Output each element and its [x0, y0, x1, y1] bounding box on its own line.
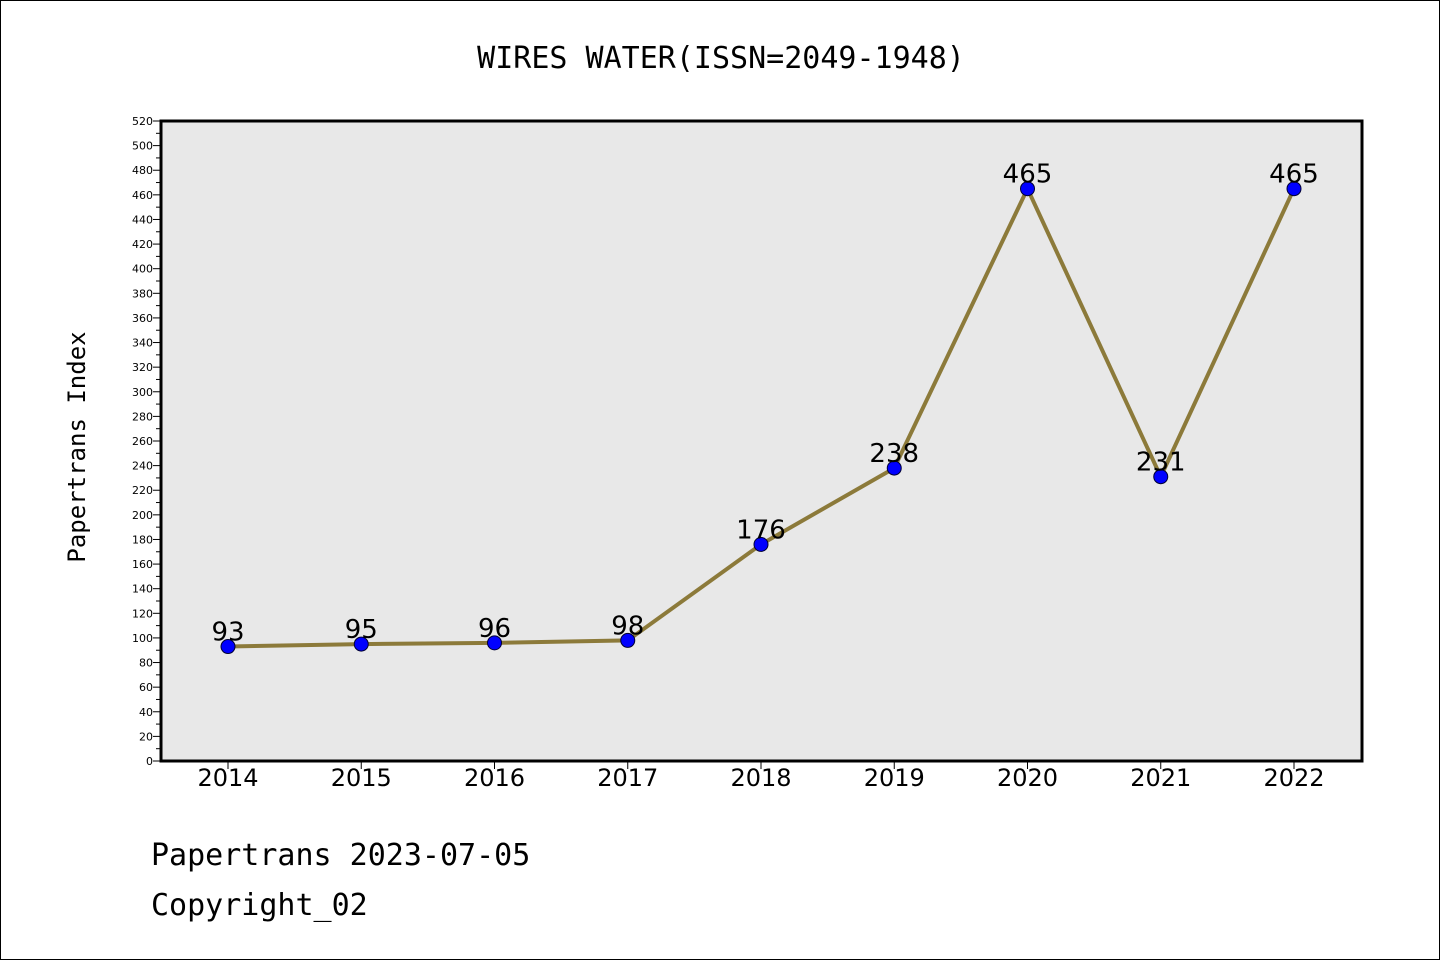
y-tick-label: 100 — [132, 632, 153, 645]
data-point — [753, 536, 769, 552]
data-point — [620, 632, 636, 648]
data-label: 93 — [211, 618, 244, 648]
y-tick-label: 240 — [132, 460, 153, 473]
y-tick-label: 40 — [139, 706, 153, 719]
x-tick-label: 2015 — [331, 764, 392, 792]
data-point — [1153, 469, 1169, 485]
data-label: 96 — [478, 614, 511, 644]
data-point — [886, 460, 902, 476]
y-tick-label: 200 — [132, 509, 153, 522]
y-tick-label: 360 — [132, 312, 153, 325]
x-tick-label: 2020 — [997, 764, 1058, 792]
y-axis: 0 20 40 60 80 100 120 140 160 180 200 220 240 260 280 3… — [132, 115, 161, 768]
footer-copyright: Copyright_02 — [151, 888, 368, 923]
y-tick-label: 300 — [132, 386, 153, 399]
plot-area — [159, 119, 1364, 763]
data-point — [353, 636, 369, 652]
data-markers — [220, 181, 1302, 655]
y-tick-label: 220 — [132, 484, 153, 497]
data-label: 231 — [1136, 448, 1186, 478]
y-tick-label: 320 — [132, 361, 153, 374]
data-label: 98 — [611, 611, 644, 641]
y-tick-label: 80 — [139, 657, 153, 670]
y-tick-label: 0 — [146, 755, 153, 768]
y-tick-label: 440 — [132, 213, 153, 226]
x-tick-label: 2019 — [864, 764, 925, 792]
y-tick-label: 420 — [132, 238, 153, 251]
y-tick-label: 520 — [132, 115, 153, 128]
data-label: 176 — [736, 515, 786, 545]
y-tick-label: 20 — [139, 730, 153, 743]
y-tick-label: 480 — [132, 164, 153, 177]
y-tick-label: 160 — [132, 558, 153, 571]
x-tick-label: 2022 — [1263, 764, 1324, 792]
x-tick-label: 2017 — [597, 764, 658, 792]
chart-title: WIRES WATER(ISSN=2049-1948) — [477, 41, 965, 76]
y-tick-label: 140 — [132, 583, 153, 596]
x-tick-label: 2021 — [1130, 764, 1191, 792]
footer-date: Papertrans 2023-07-05 — [151, 838, 530, 873]
y-tick-label: 340 — [132, 337, 153, 350]
y-tick-label: 60 — [139, 681, 153, 694]
y-tick-label: 260 — [132, 435, 153, 448]
data-point — [487, 635, 502, 651]
x-axis: 2014 2015 2016 2017 2018 2019 2020 2021 2022 — [197, 761, 1325, 792]
y-tick-label: 380 — [132, 287, 153, 300]
data-point — [1020, 181, 1035, 197]
y-tick-label: 400 — [132, 263, 153, 276]
y-tick-label: 180 — [132, 533, 153, 546]
y-tick-label: 460 — [132, 189, 153, 202]
data-point — [1286, 181, 1302, 197]
data-label: 95 — [345, 615, 378, 645]
data-label: 465 — [1003, 160, 1053, 190]
data-label: 238 — [869, 439, 919, 469]
x-tick-label: 2014 — [197, 764, 258, 792]
data-labels: 93 95 96 98 176 238 465 231 465 — [211, 160, 1318, 648]
x-tick-label: 2018 — [730, 764, 791, 792]
y-tick-label: 500 — [132, 140, 153, 153]
y-tick-label: 280 — [132, 410, 153, 423]
y-axis-label: Papertrans Index — [63, 331, 91, 562]
data-point — [220, 639, 236, 655]
x-tick-label: 2016 — [464, 764, 525, 792]
y-tick-label: 120 — [132, 607, 153, 620]
data-label: 465 — [1269, 160, 1319, 190]
